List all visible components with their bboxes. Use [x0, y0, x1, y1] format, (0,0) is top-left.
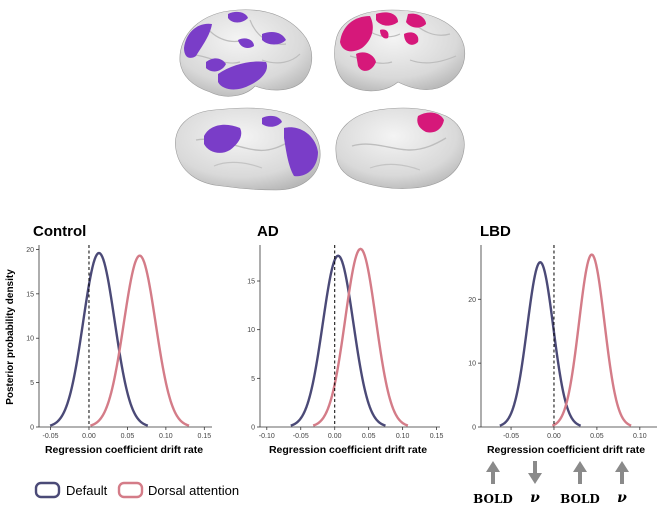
legend-item-dorsal-attention: Dorsal attention: [117, 481, 239, 499]
x-axis-label: Regression coefficient drift rate: [487, 444, 645, 456]
x-tick-label: 0.10: [633, 433, 647, 440]
y-tick-label: 10: [247, 327, 255, 334]
y-tick-label: 10: [468, 361, 476, 368]
panel-title: AD: [257, 223, 279, 240]
legend: Default Dorsal attention: [34, 481, 239, 499]
x-tick-label: 0.15: [197, 433, 211, 440]
y-tick-label: 5: [251, 376, 255, 383]
annotation-label: BOLD: [560, 492, 600, 506]
y-tick-label: 5: [30, 380, 34, 387]
density-curve-dorsal-attention: [312, 247, 409, 427]
legend-swatch-dorsal-attention: [117, 481, 144, 499]
annotation-label: ν: [530, 490, 540, 506]
y-tick-label: 0: [472, 425, 476, 432]
chart-panel-lbd: LBD Regression coefficient drift rate 0 1…: [468, 223, 657, 456]
annotation-label: ν: [617, 490, 627, 506]
x-tick-label: 0.10: [159, 433, 173, 440]
x-tick-label: 0.00: [82, 433, 96, 440]
dorsal-attention-medial-regions: [417, 112, 444, 133]
x-axis-label: Regression coefficient drift rate: [269, 444, 427, 456]
x-tick-label: 0.15: [430, 433, 444, 440]
x-tick-label: 0.05: [121, 433, 135, 440]
brain-left-medial: [175, 107, 321, 191]
brain-right-medial: [335, 107, 465, 189]
x-tick-label: 0.10: [396, 433, 410, 440]
x-tick-label: 0.00: [547, 433, 561, 440]
annotation-v-2: ν: [615, 461, 629, 506]
annotations: BOLD ν BOLD ν: [473, 461, 629, 506]
density-curve-dorsal-attention: [90, 254, 190, 427]
y-tick-label: 15: [26, 291, 34, 298]
legend-label-default: Default: [66, 483, 108, 498]
panel-title: LBD: [480, 223, 511, 240]
annotation-bold-2: BOLD: [560, 461, 600, 506]
y-tick-label: 15: [247, 279, 255, 286]
up-arrow-icon: [615, 461, 629, 484]
chart-panel-ad: AD Regression coefficient drift rate 0 5 1…: [247, 223, 443, 456]
plot-area: 0 10 20 -0.05 0.00 0.05 0.10: [468, 245, 657, 440]
x-tick-label: -0.05: [503, 433, 519, 440]
y-tick-label: 0: [30, 425, 34, 432]
panel-title: Control: [33, 223, 86, 240]
x-tick-label: 0.00: [328, 433, 342, 440]
plot-area: 0 5 10 15 20 -0.05 0.00 0.05 0.10 0.15: [26, 245, 212, 440]
default-network-medial-regions: [204, 115, 318, 177]
up-arrow-icon: [573, 461, 587, 484]
down-arrow-icon: [528, 461, 542, 484]
annotation-bold-1: BOLD: [473, 461, 513, 506]
density-curve-default: [499, 261, 582, 427]
brain-left-lateral: [179, 9, 313, 97]
up-arrow-icon: [486, 461, 500, 484]
brain-renderings: [175, 9, 466, 191]
density-curve-dorsal-attention: [551, 253, 632, 427]
plot-area: 0 5 10 15 -0.10 -0.05 0.00 0.05 0.10 0.15: [247, 245, 444, 440]
x-tick-label: 0.05: [590, 433, 604, 440]
y-tick-label: 20: [468, 297, 476, 304]
density-curve-default: [290, 254, 386, 427]
y-tick-label: 20: [26, 247, 34, 254]
legend-label-dorsal-attention: Dorsal attention: [148, 483, 239, 498]
annotation-label: BOLD: [473, 492, 513, 506]
brain-right-lateral: [334, 9, 466, 92]
default-network-regions: [184, 11, 286, 90]
annotation-v-1: ν: [528, 461, 542, 506]
density-curve-default: [49, 251, 149, 427]
dorsal-attention-regions: [340, 12, 426, 71]
x-tick-label: -0.10: [259, 433, 275, 440]
x-tick-label: -0.05: [43, 433, 59, 440]
x-tick-label: -0.05: [293, 433, 309, 440]
y-tick-label: 10: [26, 336, 34, 343]
legend-item-default: Default: [34, 481, 108, 499]
legend-swatch-default: [34, 481, 61, 499]
x-axis-label: Regression coefficient drift rate: [45, 444, 203, 456]
y-axis-label: Posterior probability density: [5, 269, 16, 405]
chart-panel-control: Control Posterior probability density Re…: [5, 223, 212, 456]
y-tick-label: 0: [251, 425, 255, 432]
x-tick-label: 0.05: [362, 433, 376, 440]
